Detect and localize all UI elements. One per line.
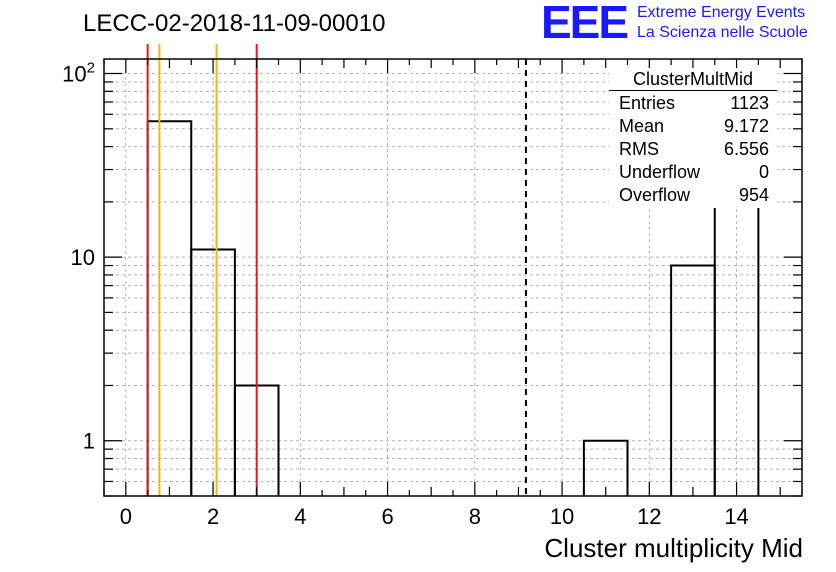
stats-key: Entries: [619, 93, 676, 113]
y-tick-label: 1: [83, 429, 95, 454]
eee-logo: EEE Extreme Energy Events La Scienza nel…: [541, 0, 831, 48]
stats-key: Mean: [619, 116, 665, 136]
x-tick-label: 4: [294, 504, 306, 529]
stats-row-entries: Entries 1123: [619, 92, 769, 115]
stats-key: Overflow: [619, 185, 691, 205]
stats-key: Underflow: [619, 162, 701, 182]
eee-logo-letters: EEE: [541, 0, 629, 48]
histogram-bar: [190, 248, 236, 496]
stats-divider: [609, 90, 777, 91]
stats-row-rms: RMS 6.556: [619, 138, 769, 161]
y-tick-label: 10: [71, 245, 95, 270]
stats-value: 0: [758, 162, 769, 182]
stats-value: 954: [738, 185, 769, 205]
run-title: LECC-02-2018-11-09-00010: [83, 10, 386, 37]
x-tick-label: 0: [120, 504, 132, 529]
histogram-bar: [146, 120, 193, 496]
x-tick-label: 2: [207, 504, 219, 529]
y-tick-label: 102: [62, 60, 95, 87]
stats-row-mean: Mean 9.172: [619, 115, 769, 138]
stats-value: 9.172: [723, 116, 769, 136]
histogram-bar: [582, 439, 629, 496]
x-axis-label: Cluster multiplicity Mid: [544, 533, 803, 563]
histogram-bar: [670, 264, 716, 496]
stats-key: RMS: [619, 139, 659, 159]
stats-title: ClusterMultMid: [632, 69, 754, 89]
eee-logo-line-2: La Scienza nelle Scuole: [637, 24, 808, 41]
eee-logo-line-1: Extreme Energy Events: [637, 4, 806, 21]
stats-row-overflow: Overflow 954: [619, 184, 769, 207]
stats-value: 6.556: [723, 139, 769, 159]
x-tick-label: 12: [637, 504, 661, 529]
stats-row-underflow: Underflow 0: [619, 161, 769, 184]
stats-value: 1123: [730, 93, 769, 113]
x-tick-label: 10: [550, 504, 574, 529]
x-tick-label: 8: [469, 504, 481, 529]
x-tick-label: 14: [724, 504, 748, 529]
stats-box: ClusterMultMid Entries 1123 Mean 9.172 R…: [609, 68, 777, 208]
x-tick-label: 6: [381, 504, 393, 529]
